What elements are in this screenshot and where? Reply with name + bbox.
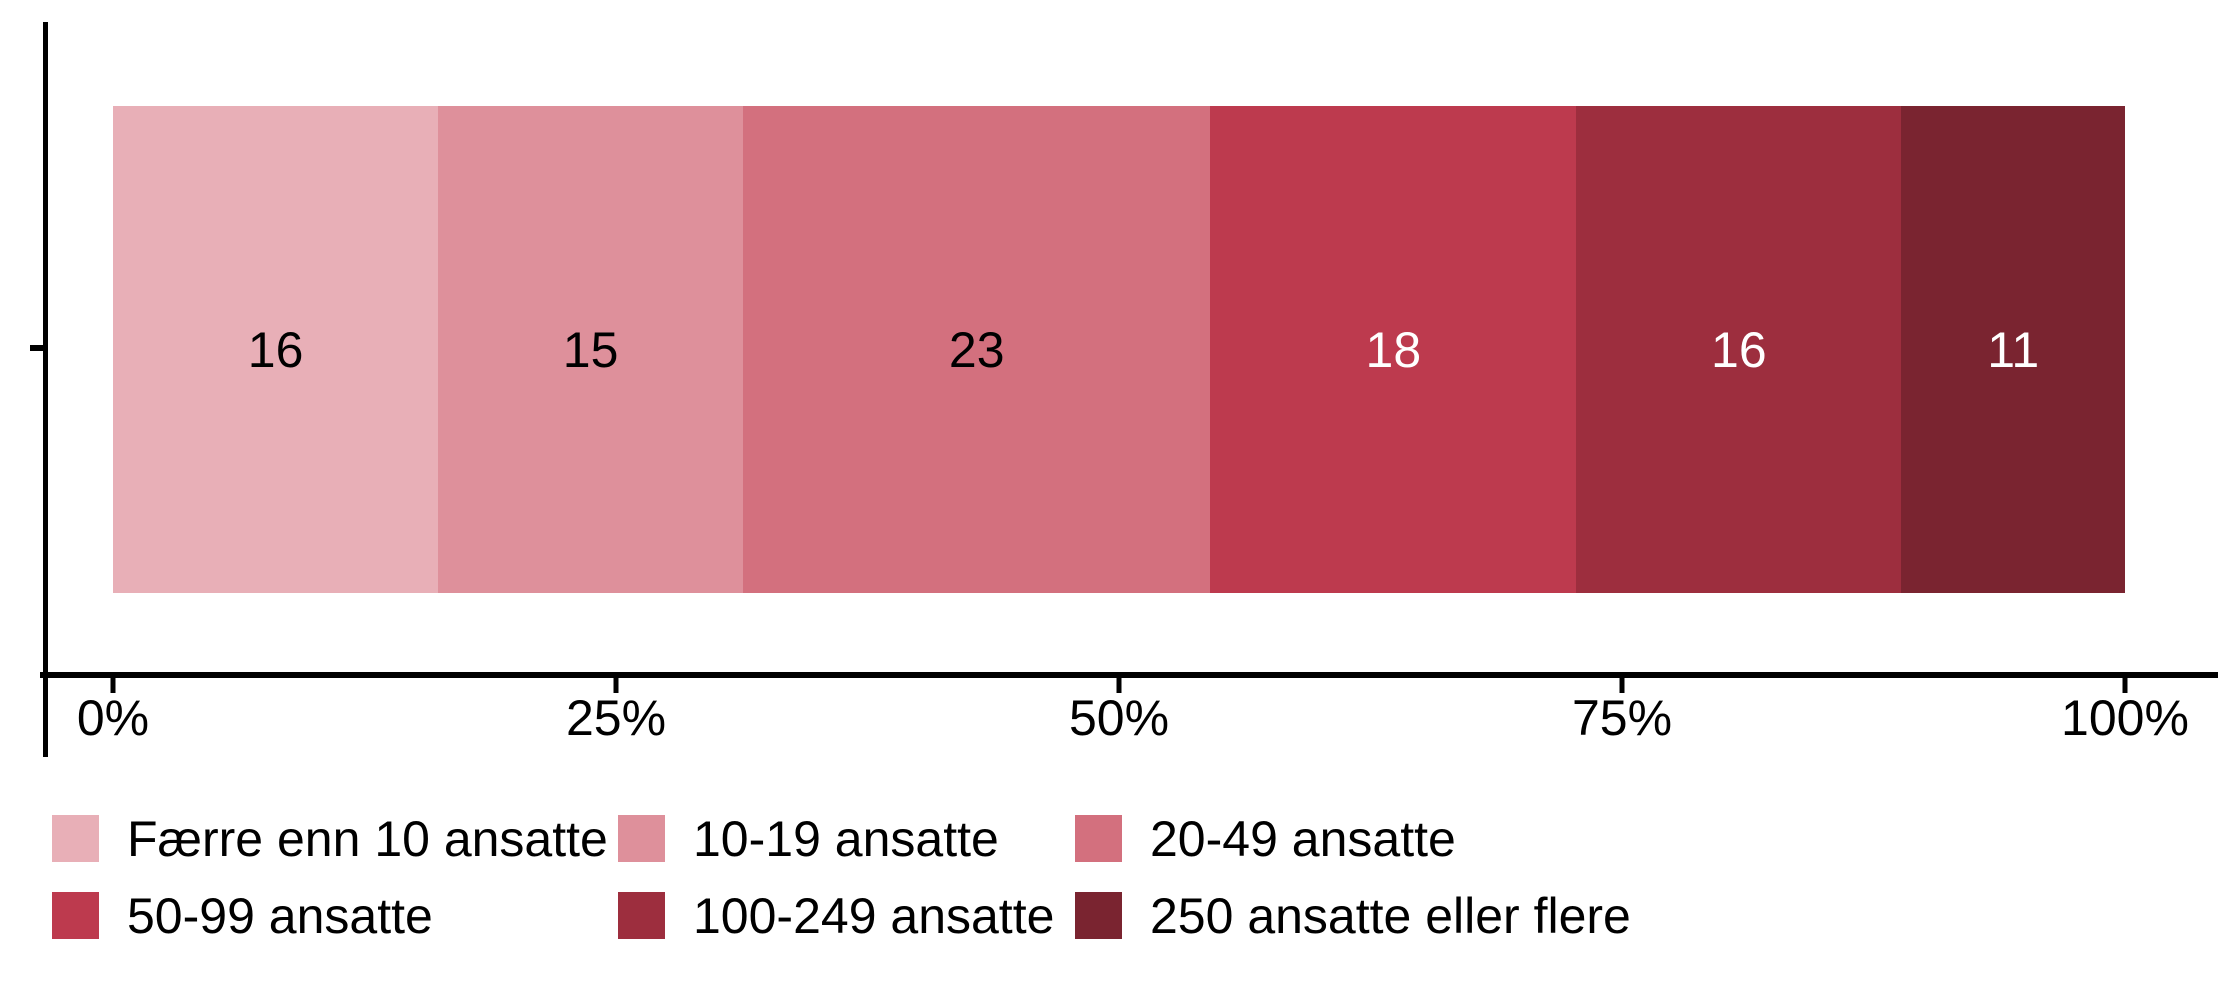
legend-swatch (1075, 815, 1122, 862)
x-axis-tick (1116, 678, 1122, 693)
legend-item: 50-99 ansatte (52, 887, 433, 944)
bar-segment-value: 16 (1711, 321, 1767, 378)
x-axis-tick (2122, 678, 2128, 693)
x-axis-tick-label: 0% (76, 690, 150, 746)
x-axis-tick-label: 100% (2061, 690, 2189, 746)
legend-label: Færre enn 10 ansatte (127, 810, 608, 867)
bar-segment-value: 18 (1365, 321, 1422, 378)
legend-label: 250 ansatte eller flere (1150, 887, 1631, 944)
x-axis-tick-label: 25% (565, 690, 667, 746)
legend-swatch (618, 892, 665, 939)
legend-item: Færre enn 10 ansatte (52, 810, 608, 867)
legend-label: 10-19 ansatte (693, 810, 999, 867)
legend-swatch (618, 815, 665, 862)
bar-segment-value: 16 (247, 321, 304, 378)
bar-segment-value: 23 (948, 321, 1005, 378)
bar-segment-5: 16 (1576, 106, 1902, 593)
x-axis-tick (110, 678, 116, 693)
legend-item: 100-249 ansatte (618, 887, 1055, 944)
stacked-bar: 16 15 23 18 16 11 (113, 106, 2125, 593)
legend-swatch (1075, 892, 1122, 939)
bar-segment-6: 11 (1901, 106, 2125, 593)
bar-segment-3: 23 (743, 106, 1211, 593)
x-axis-tick (1619, 678, 1625, 693)
y-axis-line (43, 22, 48, 757)
bar-segment-value: 15 (562, 321, 619, 378)
bar-segment-value: 11 (1987, 321, 2040, 378)
bar-segment-1: 16 (113, 106, 439, 593)
y-axis-tick (30, 345, 44, 351)
legend-swatch (52, 892, 99, 939)
legend-label: 50-99 ansatte (127, 887, 433, 944)
x-axis-tick (613, 678, 619, 693)
x-axis-line (40, 672, 2218, 678)
legend-swatch (52, 815, 99, 862)
bar-segment-4: 18 (1210, 106, 1577, 593)
bar-segment-2: 15 (438, 106, 744, 593)
legend-label: 20-49 ansatte (1150, 810, 1456, 867)
legend-item: 250 ansatte eller flere (1075, 887, 1631, 944)
x-axis-tick-label: 50% (1068, 690, 1170, 746)
legend-item: 20-49 ansatte (1075, 810, 1456, 867)
x-axis-tick-label: 75% (1571, 690, 1673, 746)
legend-label: 100-249 ansatte (693, 887, 1055, 944)
legend-item: 10-19 ansatte (618, 810, 999, 867)
